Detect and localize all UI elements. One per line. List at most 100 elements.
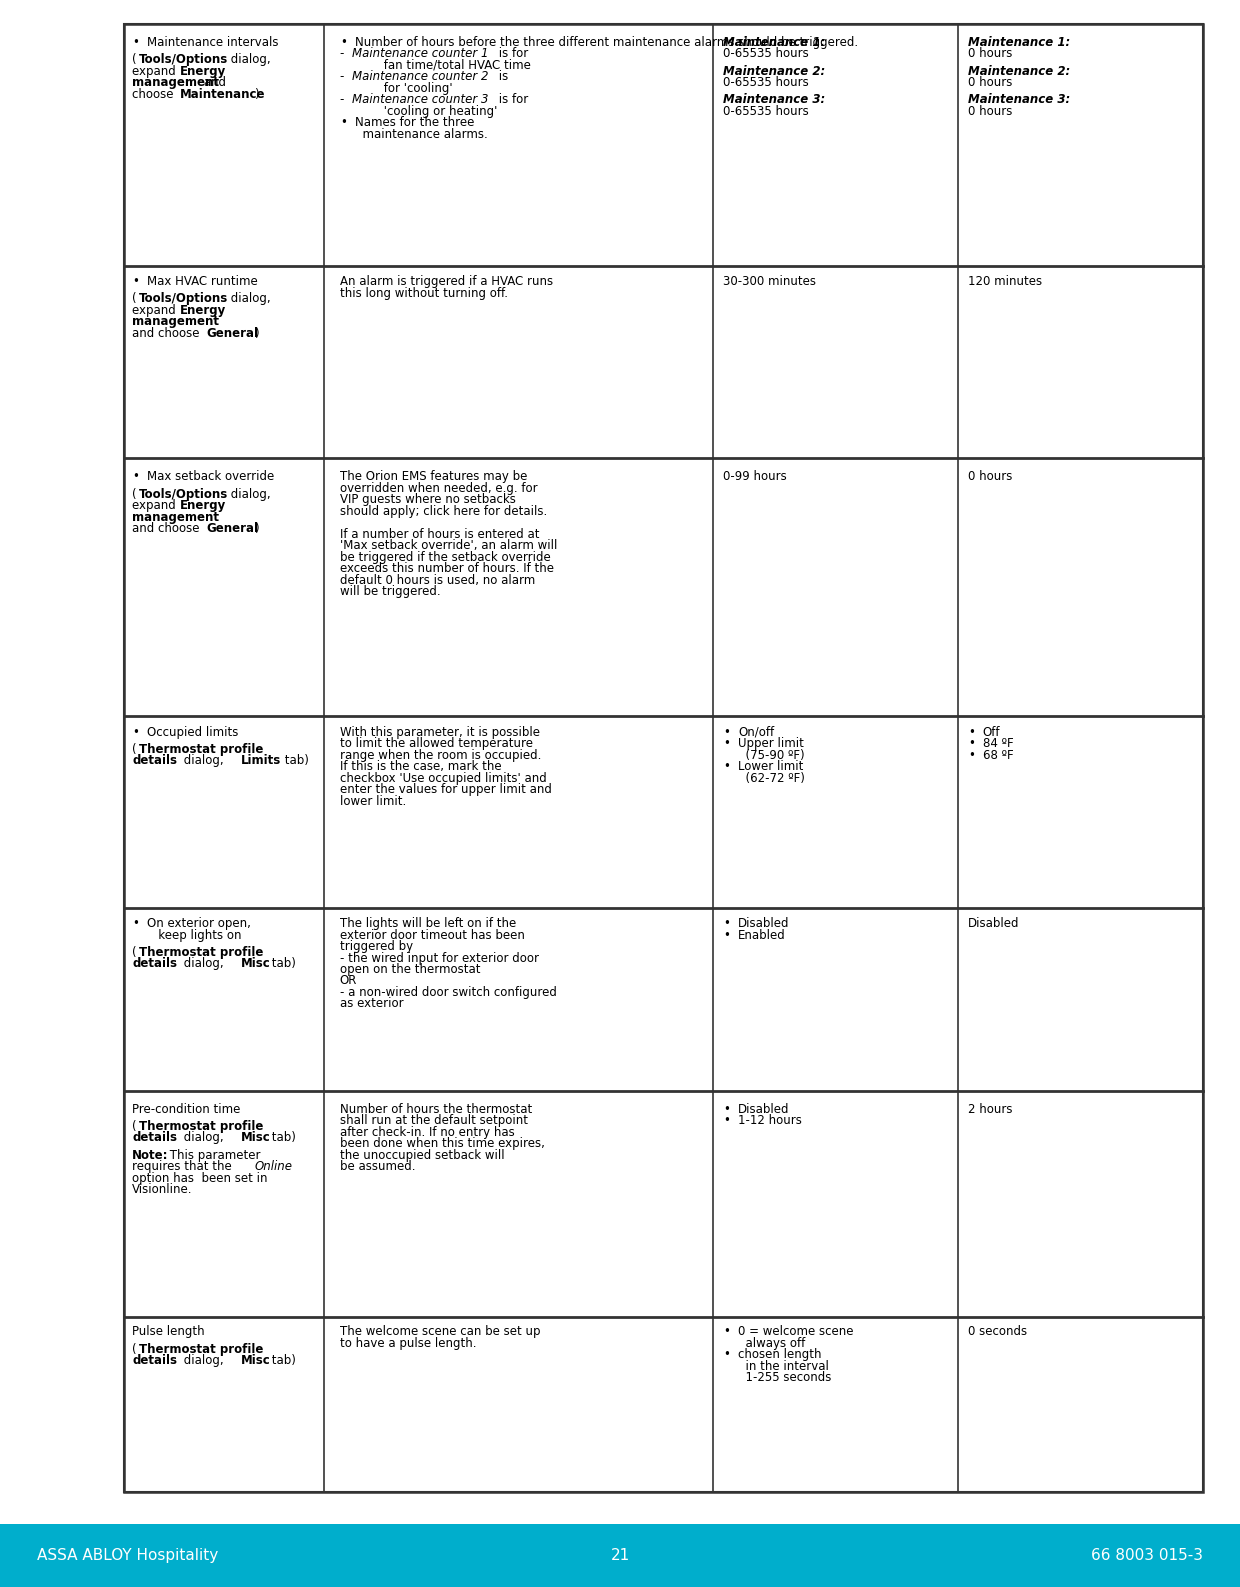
- Text: Maintenance 2:: Maintenance 2:: [968, 65, 1070, 78]
- Text: •: •: [968, 749, 975, 762]
- Text: - the wired input for exterior door: - the wired input for exterior door: [340, 952, 538, 965]
- Text: after check-in. If no entry has: after check-in. If no entry has: [340, 1125, 515, 1138]
- Text: checkbox 'Use occupied limits' and: checkbox 'Use occupied limits' and: [340, 771, 547, 784]
- Text: choose: choose: [131, 87, 177, 100]
- Text: dialog,: dialog,: [227, 52, 270, 67]
- Text: •: •: [723, 1325, 730, 1338]
- Text: is for: is for: [495, 48, 528, 60]
- Text: Pulse length: Pulse length: [131, 1325, 205, 1338]
- Text: •: •: [723, 1349, 730, 1362]
- Bar: [124, 24, 1203, 1492]
- Text: Maintenance 3:: Maintenance 3:: [968, 94, 1070, 106]
- Text: -: -: [340, 70, 345, 84]
- Text: Maintenance counter 2: Maintenance counter 2: [352, 70, 489, 84]
- Text: On/off: On/off: [738, 725, 774, 738]
- Text: Energy: Energy: [180, 305, 226, 317]
- Text: been done when this time expires,: been done when this time expires,: [340, 1138, 544, 1151]
- Text: •: •: [723, 736, 730, 751]
- Text: open on the thermostat: open on the thermostat: [340, 963, 480, 976]
- Text: •: •: [131, 917, 139, 930]
- Text: 0 hours: 0 hours: [968, 76, 1012, 89]
- Text: General: General: [207, 327, 259, 340]
- Text: Number of hours before the three different maintenance alarms should be triggere: Number of hours before the three differe…: [355, 37, 858, 49]
- Text: •: •: [340, 37, 347, 49]
- Text: 0 = welcome scene: 0 = welcome scene: [738, 1325, 853, 1338]
- Text: (: (: [131, 743, 136, 755]
- Text: details: details: [131, 1132, 177, 1144]
- Text: 0 hours: 0 hours: [968, 470, 1012, 484]
- Text: should apply; click here for details.: should apply; click here for details.: [340, 505, 547, 517]
- Text: Energy: Energy: [180, 65, 226, 78]
- Text: Tools/Options: Tools/Options: [139, 292, 228, 305]
- Text: The lights will be left on if the: The lights will be left on if the: [340, 917, 516, 930]
- Text: (75-90 ºF): (75-90 ºF): [738, 749, 805, 762]
- Text: maintenance alarms.: maintenance alarms.: [355, 127, 487, 141]
- Text: 66 8003 015-3: 66 8003 015-3: [1091, 1547, 1203, 1563]
- Text: Maintenance 1:: Maintenance 1:: [723, 37, 826, 49]
- Text: Maintenance 1:: Maintenance 1:: [968, 37, 1070, 49]
- Text: tab): tab): [268, 957, 295, 970]
- Text: Names for the three: Names for the three: [355, 116, 474, 129]
- Text: (: (: [131, 52, 136, 67]
- Text: details: details: [131, 754, 177, 768]
- Text: is for: is for: [495, 94, 528, 106]
- Text: be assumed.: be assumed.: [340, 1160, 415, 1173]
- Text: (62-72 ºF): (62-72 ºF): [738, 771, 805, 784]
- Text: 0-99 hours: 0-99 hours: [723, 470, 787, 484]
- Text: exterior door timeout has been: exterior door timeout has been: [340, 928, 525, 941]
- Text: Visionline.: Visionline.: [131, 1182, 192, 1197]
- Text: triggered by: triggered by: [340, 940, 413, 954]
- Text: 0 seconds: 0 seconds: [968, 1325, 1027, 1338]
- Text: the unoccupied setback will: the unoccupied setback will: [340, 1149, 505, 1162]
- Text: •: •: [723, 1103, 730, 1116]
- Text: Maintenance counter 1: Maintenance counter 1: [352, 48, 489, 60]
- Text: 0 hours: 0 hours: [968, 105, 1012, 117]
- Text: tab): tab): [281, 754, 309, 768]
- Bar: [0, 1524, 1240, 1587]
- Text: Misc: Misc: [241, 1132, 270, 1144]
- Text: 1-12 hours: 1-12 hours: [738, 1114, 802, 1127]
- Text: •: •: [131, 37, 139, 49]
- Text: Online: Online: [254, 1160, 293, 1173]
- Text: Disabled: Disabled: [738, 1103, 790, 1116]
- Text: details: details: [131, 1354, 177, 1366]
- Text: Thermostat profile: Thermostat profile: [139, 1343, 263, 1355]
- Text: details: details: [131, 957, 177, 970]
- Text: fan time/total HVAC time: fan time/total HVAC time: [365, 59, 531, 71]
- Text: •: •: [131, 470, 139, 484]
- Text: 1-255 seconds: 1-255 seconds: [738, 1371, 832, 1384]
- Text: Misc: Misc: [241, 957, 270, 970]
- Text: This parameter: This parameter: [166, 1149, 260, 1162]
- Text: as exterior: as exterior: [340, 997, 403, 1011]
- Text: management: management: [131, 511, 219, 524]
- Text: Maintenance: Maintenance: [180, 87, 265, 100]
- Text: 0-65535 hours: 0-65535 hours: [723, 76, 808, 89]
- Text: to have a pulse length.: to have a pulse length.: [340, 1336, 476, 1351]
- Text: 68 ºF: 68 ºF: [983, 749, 1013, 762]
- Text: 2 hours: 2 hours: [968, 1103, 1012, 1116]
- Text: expand: expand: [131, 500, 180, 513]
- Text: If a number of hours is entered at: If a number of hours is entered at: [340, 528, 539, 541]
- Text: option has  been set in: option has been set in: [131, 1171, 268, 1184]
- Text: Disabled: Disabled: [968, 917, 1019, 930]
- Text: dialog,: dialog,: [180, 1132, 227, 1144]
- Text: always off: always off: [738, 1336, 805, 1351]
- Text: Upper limit: Upper limit: [738, 736, 804, 751]
- Text: On exterior open,: On exterior open,: [146, 917, 250, 930]
- Text: •: •: [723, 917, 730, 930]
- Text: exceeds this number of hours. If the: exceeds this number of hours. If the: [340, 562, 554, 574]
- Text: •: •: [723, 928, 730, 941]
- Text: •: •: [131, 725, 139, 738]
- Text: is: is: [495, 70, 508, 84]
- Text: Occupied limits: Occupied limits: [146, 725, 238, 738]
- Text: overridden when needed, e.g. for: overridden when needed, e.g. for: [340, 482, 537, 495]
- Text: in the interval: in the interval: [738, 1360, 830, 1373]
- Text: (: (: [131, 292, 136, 305]
- Text: management: management: [131, 316, 219, 329]
- Text: dialog,: dialog,: [180, 1354, 227, 1366]
- Text: (: (: [131, 1120, 136, 1133]
- Text: Maintenance intervals: Maintenance intervals: [146, 37, 279, 49]
- Text: and choose: and choose: [131, 327, 203, 340]
- Text: Pre-condition time: Pre-condition time: [131, 1103, 241, 1116]
- Text: Energy: Energy: [180, 500, 226, 513]
